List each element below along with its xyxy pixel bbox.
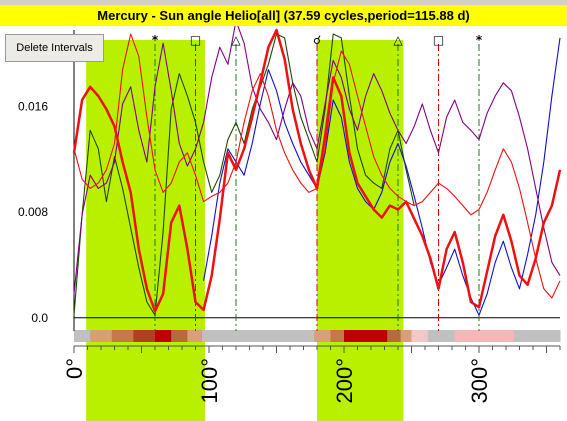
band-segment xyxy=(427,330,456,342)
band-segment xyxy=(454,330,515,342)
aspect-marker-symbol: □ xyxy=(190,33,201,47)
aspect-marker-symbol: * xyxy=(476,33,483,47)
band-segment xyxy=(133,330,156,342)
band-segment xyxy=(514,330,561,342)
band-segment xyxy=(411,330,429,342)
band-segment xyxy=(387,330,402,342)
y-tick-label: 0.008 xyxy=(18,205,48,219)
band-segment xyxy=(111,330,134,342)
tick-labels: 0.0 0.008 0.016 0° 100° 200° 300° xyxy=(18,100,492,404)
band-segment xyxy=(202,330,315,342)
band-segment xyxy=(400,330,412,342)
highlight-interval[interactable] xyxy=(86,40,205,421)
delete-intervals-button[interactable]: Delete Intervals xyxy=(5,34,104,62)
chart-area: * □ △ ☌ △ □ * 0.0 0.008 0.016 0° 100° 200° 300° xyxy=(18,26,562,421)
series-line xyxy=(203,37,561,316)
x-tick-label: 0° xyxy=(62,358,87,379)
series-line xyxy=(73,26,561,295)
band-segment xyxy=(187,330,203,342)
highlight-interval[interactable] xyxy=(317,40,404,421)
band-segment xyxy=(155,330,172,342)
highlight-intervals xyxy=(86,40,404,421)
x-tick-label: 200° xyxy=(332,358,357,404)
series-line xyxy=(72,28,562,313)
y-tick-label: 0.016 xyxy=(18,100,48,114)
aspect-marker-symbol: △ xyxy=(231,33,241,47)
chart-title: Mercury - Sun angle Helio[all] (37.59 cy… xyxy=(0,5,567,26)
aspect-marker-symbol: △ xyxy=(393,33,403,47)
band-segment xyxy=(330,330,345,342)
x-tick-label: 300° xyxy=(467,358,492,404)
band-segment xyxy=(90,330,113,342)
series-lines xyxy=(72,26,562,316)
intensity-band xyxy=(74,330,561,342)
aspect-marker-symbol: ☌ xyxy=(313,33,321,47)
aspect-marker-symbol: * xyxy=(152,33,159,47)
aspect-marker-symbol: □ xyxy=(433,33,444,47)
band-segment xyxy=(314,330,331,342)
y-tick-label: 0.0 xyxy=(31,311,48,325)
series-line xyxy=(73,33,415,316)
band-segment xyxy=(171,330,188,342)
x-tick-label: 100° xyxy=(197,358,222,404)
band-segment xyxy=(344,330,388,342)
window-top-strip xyxy=(0,0,567,5)
band-segment xyxy=(74,330,91,342)
